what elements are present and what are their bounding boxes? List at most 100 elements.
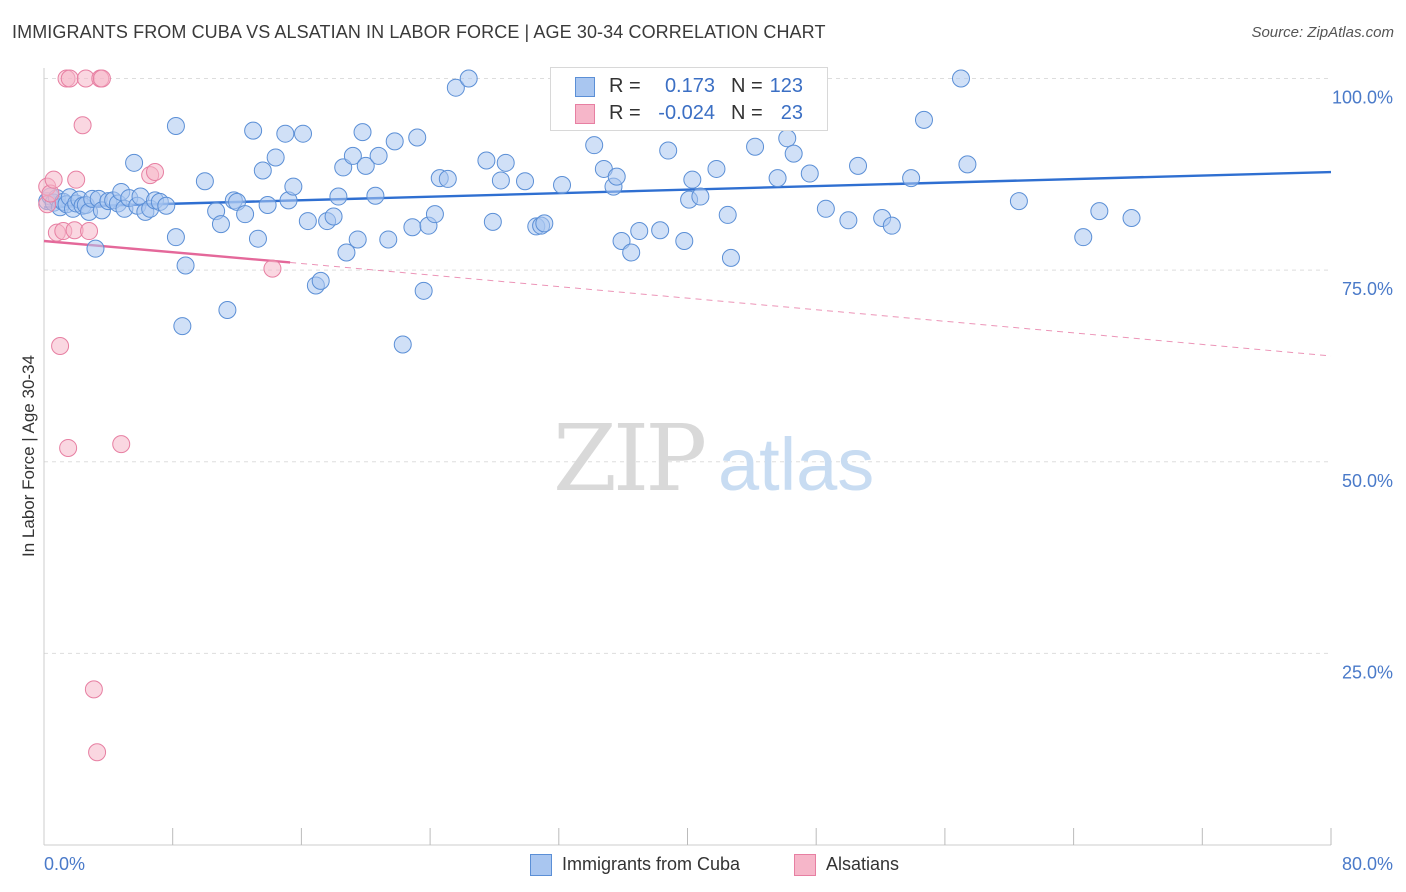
trend-line	[43, 170, 1332, 209]
data-point	[166, 117, 185, 136]
x-tick-label-min: 0.0%	[44, 854, 85, 874]
data-point	[607, 167, 626, 186]
data-point	[414, 281, 433, 300]
data-point	[1009, 192, 1028, 211]
data-point	[337, 243, 356, 262]
data-point	[298, 212, 317, 231]
data-point	[258, 195, 277, 214]
stats-legend-row-alsatians: R = -0.024 N = 23	[551, 101, 827, 127]
data-point	[393, 335, 412, 354]
data-point	[67, 170, 86, 189]
source-label: Source: ZipAtlas.com	[1251, 24, 1394, 41]
data-point	[51, 337, 70, 356]
data-point	[173, 317, 192, 336]
data-point	[651, 221, 670, 240]
data-point	[311, 271, 330, 290]
data-point	[659, 141, 678, 160]
data-point	[253, 161, 272, 180]
data-point	[195, 172, 214, 191]
r-value: 0.173	[664, 75, 715, 97]
data-point	[125, 153, 144, 172]
series-points	[38, 69, 1141, 762]
data-point	[80, 222, 99, 241]
data-point	[425, 205, 444, 224]
data-point	[166, 228, 185, 247]
data-point	[329, 187, 348, 206]
data-point	[784, 144, 803, 163]
legend-swatch-pink	[794, 854, 816, 876]
legend-label-alsatians: Alsatians	[826, 854, 900, 874]
r-value: -0.024	[658, 102, 715, 124]
n-label: N =	[731, 75, 763, 97]
data-point	[683, 170, 702, 189]
data-point	[284, 177, 303, 196]
data-point	[1122, 209, 1141, 228]
data-point	[353, 123, 372, 142]
data-point	[849, 156, 868, 175]
data-point	[691, 187, 710, 206]
y-tick-labels: 100.0% 75.0% 50.0% 25.0%	[1332, 88, 1393, 683]
data-point	[707, 159, 726, 178]
data-point	[496, 153, 515, 172]
data-point	[84, 680, 103, 699]
legend-label-cuba: Immigrants from Cuba	[562, 854, 741, 874]
data-point	[157, 196, 176, 215]
data-point	[379, 230, 398, 249]
data-point	[1074, 228, 1093, 247]
y-tick-label: 75.0%	[1342, 279, 1393, 299]
data-point	[343, 146, 362, 165]
data-point	[516, 172, 535, 191]
data-point	[914, 110, 933, 129]
data-point	[958, 155, 977, 174]
data-point	[385, 132, 404, 151]
data-point	[882, 216, 901, 235]
data-point	[585, 136, 604, 155]
data-point	[88, 743, 107, 762]
trend-line-extension	[290, 261, 1332, 357]
legend-swatch-blue	[530, 854, 552, 876]
data-point	[491, 171, 510, 190]
data-point	[408, 128, 427, 147]
data-point	[348, 230, 367, 249]
data-point	[266, 148, 285, 167]
trend-lines	[43, 170, 1332, 357]
data-point	[263, 259, 282, 278]
data-point	[612, 231, 631, 250]
legend-item-cuba: Immigrants from Cuba	[530, 852, 770, 878]
x-ticks	[172, 828, 1332, 845]
data-point	[369, 146, 388, 165]
r-label: R =	[609, 75, 641, 97]
data-point	[1090, 202, 1109, 221]
data-point	[746, 137, 765, 156]
stats-legend-row-cuba: R = 0.173 N = 123	[551, 74, 827, 100]
data-point	[839, 211, 858, 230]
data-point	[816, 199, 835, 218]
data-point	[294, 124, 313, 143]
data-point	[146, 163, 165, 182]
data-point	[718, 205, 737, 224]
watermark: ZIP atlas	[553, 405, 874, 512]
gridlines	[44, 78, 1331, 654]
data-point	[630, 222, 649, 241]
r-label: R =	[609, 102, 641, 124]
y-tick-label: 50.0%	[1342, 471, 1393, 491]
data-point	[324, 207, 343, 226]
watermark-atlas: atlas	[718, 423, 874, 506]
data-point	[366, 186, 385, 205]
data-point	[59, 438, 78, 457]
y-axis-label: In Labor Force | Age 30-34	[19, 355, 38, 557]
data-point	[483, 212, 502, 231]
chart-title: IMMIGRANTS FROM CUBA VS ALSATIAN IN LABO…	[12, 22, 826, 42]
data-point	[768, 169, 787, 188]
legend-swatch-pink	[575, 104, 595, 124]
data-point	[951, 69, 970, 88]
data-point	[248, 229, 267, 248]
stats-legend: R = 0.173 N = 123 R = -0.024 N = 23	[550, 67, 828, 131]
n-value: 23	[780, 102, 803, 124]
data-point	[112, 435, 131, 454]
legend-item-alsatians: Alsatians	[794, 852, 934, 878]
trend-line	[43, 239, 291, 264]
y-tick-label: 100.0%	[1332, 88, 1393, 108]
data-point	[356, 156, 375, 175]
watermark-zip: ZIP	[553, 405, 704, 512]
